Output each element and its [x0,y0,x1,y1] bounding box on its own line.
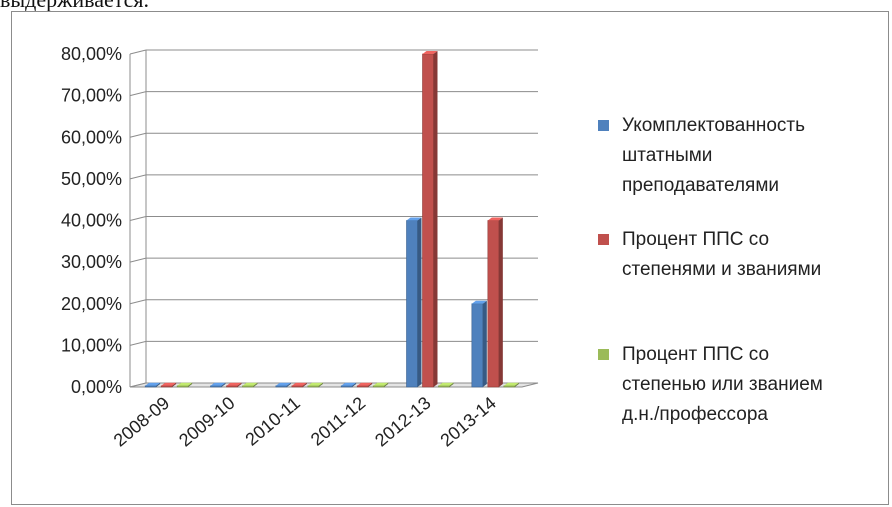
bar-top [373,382,389,386]
bar-side [384,382,389,387]
gridline-diagonal [129,132,147,138]
bar [471,303,484,388]
bar [210,385,222,388]
bar-side [318,382,323,387]
bar-top [145,382,161,386]
y-tick-label: 80,00% [61,44,122,64]
bar [144,385,157,388]
bar-top [406,217,422,221]
bar [422,53,434,388]
bar [406,220,418,388]
bar [487,220,500,388]
bar [307,385,320,388]
y-tick-label: 20,00% [61,294,122,314]
legend-swatch [598,120,609,131]
bar [160,385,173,388]
bar [275,385,288,388]
x-tick-label: 2012-13 [371,393,434,451]
bar-top [177,382,193,386]
bar-side [433,51,438,387]
bar-side [188,382,193,387]
bar-side [172,382,177,387]
x-tick-label: 2011-12 [307,393,369,450]
bar-top [291,382,307,386]
y-tick-label: 10,00% [61,335,122,355]
x-tick-label: 2008-09 [110,393,173,451]
bar-top [275,382,291,386]
bar-top [161,382,177,386]
y-tick-label: 30,00% [61,252,122,272]
bar-side [253,382,258,387]
bar-top [503,382,519,386]
gridline-diagonal [129,91,147,97]
bar [356,385,369,388]
x-tick-label: 2013-14 [436,393,499,451]
bar-side [514,382,519,387]
bar-top [341,382,357,386]
legend-label: Укомплектованность штатными преподавателям… [622,115,805,196]
bar [438,385,450,388]
bar-side [482,300,487,387]
legend-label: Процент ППС со степенями и званиями [622,229,821,280]
bar [372,385,385,388]
y-tick-label: 60,00% [61,127,122,147]
gridline-diagonal [129,340,147,346]
bar-top [487,217,503,221]
y-tick-label: 50,00% [61,169,122,189]
gridline-diagonal [129,257,147,263]
gridline-diagonal [129,174,147,180]
legend-swatch [598,349,609,360]
bar-side [449,382,454,387]
bar-top [210,382,226,386]
bar-top [422,51,438,54]
bar [242,385,254,388]
bar-top [307,382,323,386]
bar-side [417,217,422,387]
bar [503,385,516,388]
x-tick-label: 2009-10 [175,393,238,451]
top-text: выдерживается. [0,0,149,13]
bar-side [368,382,373,387]
bar-side [237,382,242,387]
gridline-diagonal [129,299,147,305]
bar [291,385,304,388]
bar-side [302,382,307,387]
bar-side [352,382,357,387]
legend-swatch [598,234,609,245]
y-tick-label: 70,00% [61,86,122,106]
y-tick-label: 40,00% [61,211,122,231]
bar-top [242,382,258,386]
bar [176,385,189,388]
x-tick-label: 2010-11 [241,393,303,450]
gridline-diagonal [129,216,147,221]
gridline-diagonal [129,49,147,55]
bar [340,385,353,388]
bar-top [357,382,373,386]
y-tick-label: 0,00% [71,377,122,397]
bar-side [498,217,503,387]
bar [226,385,238,388]
legend-label: Процент ППС со степенью или званием д.н./п… [622,344,823,425]
bar-top [438,382,454,386]
bar-side [221,382,226,387]
bar-side [156,382,161,387]
bar-top [471,300,487,304]
bar-side [286,382,291,387]
bar-top [226,382,242,386]
